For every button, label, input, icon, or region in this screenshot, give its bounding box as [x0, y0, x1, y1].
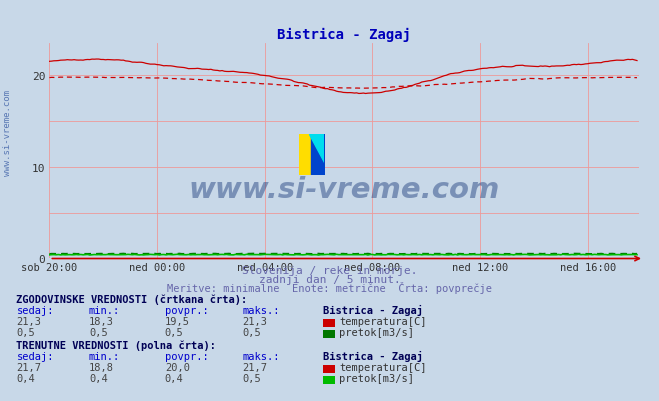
Text: povpr.:: povpr.: [165, 305, 208, 315]
Text: Bistrica - Zagaj: Bistrica - Zagaj [323, 304, 423, 315]
Text: 0,5: 0,5 [89, 328, 107, 338]
Text: Slovenija / reke in morje.: Slovenija / reke in morje. [242, 265, 417, 275]
Text: 0,5: 0,5 [243, 328, 261, 338]
Text: 0,4: 0,4 [165, 373, 183, 383]
Text: povpr.:: povpr.: [165, 351, 208, 361]
Text: ZGODOVINSKE VREDNOSTI (črtkana črta):: ZGODOVINSKE VREDNOSTI (črtkana črta): [16, 294, 248, 304]
Text: zadnji dan / 5 minut.: zadnji dan / 5 minut. [258, 274, 401, 284]
Text: 18,3: 18,3 [89, 316, 114, 326]
Text: 21,3: 21,3 [243, 316, 268, 326]
Text: temperatura[C]: temperatura[C] [339, 316, 427, 326]
Title: Bistrica - Zagaj: Bistrica - Zagaj [277, 27, 411, 42]
Text: min.:: min.: [89, 305, 120, 315]
Text: Bistrica - Zagaj: Bistrica - Zagaj [323, 350, 423, 361]
Text: pretok[m3/s]: pretok[m3/s] [339, 373, 415, 383]
Text: TRENUTNE VREDNOSTI (polna črta):: TRENUTNE VREDNOSTI (polna črta): [16, 339, 216, 350]
Text: 0,5: 0,5 [165, 328, 183, 338]
Text: sedaj:: sedaj: [16, 305, 54, 315]
Text: www.si-vreme.com: www.si-vreme.com [3, 89, 13, 175]
Text: 21,7: 21,7 [16, 362, 42, 372]
Text: min.:: min.: [89, 351, 120, 361]
Text: 21,3: 21,3 [16, 316, 42, 326]
Text: temperatura[C]: temperatura[C] [339, 362, 427, 372]
Text: maks.:: maks.: [243, 305, 280, 315]
Polygon shape [308, 134, 324, 162]
Text: 18,8: 18,8 [89, 362, 114, 372]
Text: 0,4: 0,4 [16, 373, 35, 383]
Text: 0,4: 0,4 [89, 373, 107, 383]
Text: 0,5: 0,5 [16, 328, 35, 338]
Text: www.si-vreme.com: www.si-vreme.com [188, 176, 500, 204]
Text: 0,5: 0,5 [243, 373, 261, 383]
Text: 20,0: 20,0 [165, 362, 190, 372]
Text: pretok[m3/s]: pretok[m3/s] [339, 328, 415, 338]
Text: maks.:: maks.: [243, 351, 280, 361]
Text: sedaj:: sedaj: [16, 351, 54, 361]
Text: Meritve: minimalne  Enote: metrične  Črta: povprečje: Meritve: minimalne Enote: metrične Črta:… [167, 281, 492, 293]
Text: 19,5: 19,5 [165, 316, 190, 326]
Text: 21,7: 21,7 [243, 362, 268, 372]
